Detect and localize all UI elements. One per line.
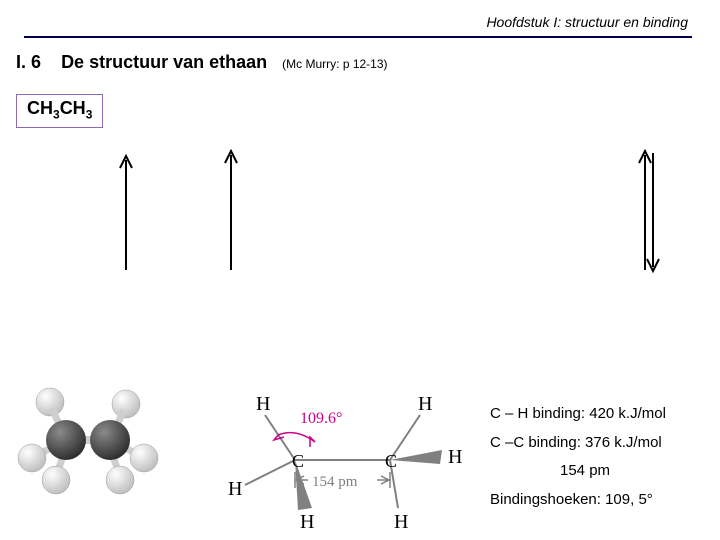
arrow-up-2: [223, 145, 239, 275]
svg-text:C: C: [385, 451, 397, 471]
section-number: I. 6: [16, 52, 41, 72]
formula-sub: 3: [53, 108, 60, 122]
chapter-header: Hoofdstuk I: structuur en binding: [486, 14, 688, 30]
distance-label: 154 pm: [312, 474, 358, 490]
atom-label: H: [256, 393, 270, 415]
svg-text:C: C: [292, 451, 304, 471]
svg-text:H: H: [394, 511, 408, 530]
svg-text:H: H: [228, 478, 242, 500]
ch-binding-text: C – H binding: 420 k.J/mol: [490, 400, 666, 429]
section-heading: De structuur van ethaan: [61, 52, 267, 72]
distance-text: 154 pm: [490, 457, 666, 486]
structural-diagram: C C H H H H H H 109.6° 154 pm: [200, 380, 470, 530]
molecular-formula: CH3CH3: [16, 94, 103, 128]
angles-text: Bindingshoeken: 109, 5°: [490, 486, 666, 515]
section-title: I. 6 De structuur van ethaan (Mc Murry: …: [16, 52, 388, 73]
properties-block: C – H binding: 420 k.J/mol C –C binding:…: [490, 400, 666, 514]
svg-text:H: H: [448, 446, 462, 468]
section-reference: (Mc Murry: p 12-13): [282, 57, 387, 71]
svg-text:H: H: [418, 393, 432, 415]
ball-stick-model: [8, 374, 168, 514]
formula-part: CH: [27, 98, 53, 118]
cc-binding-text: C –C binding: 376 k.J/mol: [490, 429, 666, 458]
formula-part: CH: [60, 98, 86, 118]
angle-label: 109.6°: [300, 410, 342, 427]
arrow-up-1: [118, 150, 134, 275]
formula-sub: 3: [86, 108, 93, 122]
header-divider: [24, 36, 692, 38]
svg-text:H: H: [300, 511, 314, 530]
arrow-down-1: [645, 145, 661, 275]
